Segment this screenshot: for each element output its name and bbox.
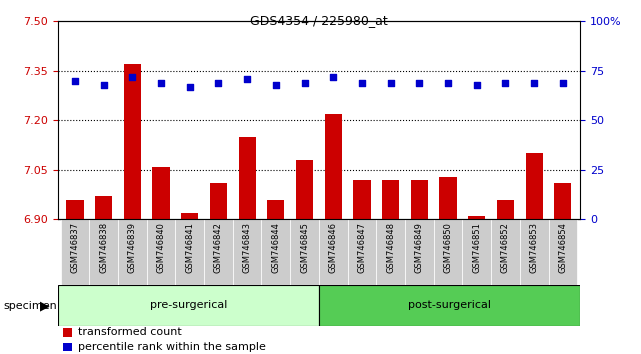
Bar (118, 219, 147, 287)
Text: pre-surgerical: pre-surgerical (149, 300, 227, 310)
Bar (440, 177, 456, 219)
Point (472, 82, 482, 87)
Point (127, 74, 137, 80)
Bar (204, 219, 233, 287)
Point (414, 80, 424, 86)
Text: GSM746851: GSM746851 (472, 222, 481, 273)
Bar (319, 219, 347, 287)
Bar (347, 219, 376, 287)
Text: transformed count: transformed count (78, 327, 181, 337)
Bar (63, 328, 72, 337)
Bar (376, 219, 405, 287)
Text: GSM746852: GSM746852 (501, 222, 510, 273)
Text: GSM746847: GSM746847 (358, 222, 367, 273)
Bar (526, 153, 543, 219)
Point (385, 80, 395, 86)
Text: GSM746844: GSM746844 (271, 222, 280, 273)
Text: GSM746853: GSM746853 (529, 222, 538, 273)
Point (443, 80, 453, 86)
Bar (554, 183, 572, 219)
Text: GSM746849: GSM746849 (415, 222, 424, 273)
Bar (238, 137, 256, 219)
Point (213, 80, 224, 86)
Text: GSM746838: GSM746838 (99, 222, 108, 273)
Bar (124, 64, 141, 219)
Point (529, 80, 539, 86)
Bar (468, 216, 485, 219)
Point (357, 80, 367, 86)
Bar (462, 219, 491, 287)
Bar (176, 219, 204, 287)
Bar (434, 219, 462, 287)
Bar (60, 219, 89, 287)
Text: GSM746846: GSM746846 (329, 222, 338, 273)
Text: ▶: ▶ (40, 300, 49, 313)
Point (558, 80, 568, 86)
Text: percentile rank within the sample: percentile rank within the sample (78, 342, 265, 352)
Text: GSM746842: GSM746842 (214, 222, 223, 273)
Text: GSM746850: GSM746850 (444, 222, 453, 273)
Point (328, 74, 338, 80)
Bar (181, 213, 198, 219)
Bar (147, 219, 176, 287)
Point (156, 80, 166, 86)
Point (271, 82, 281, 87)
Bar (58, 285, 319, 326)
Bar (210, 183, 227, 219)
Text: GDS4354 / 225980_at: GDS4354 / 225980_at (250, 14, 388, 27)
Text: GSM746841: GSM746841 (185, 222, 194, 273)
Bar (319, 285, 580, 326)
Bar (63, 343, 72, 351)
Point (501, 80, 511, 86)
Point (242, 76, 253, 81)
Text: GSM746837: GSM746837 (71, 222, 79, 273)
Bar (95, 196, 112, 219)
Bar (520, 219, 549, 287)
Bar (382, 180, 399, 219)
Bar (66, 200, 83, 219)
Point (99, 82, 109, 87)
Bar (296, 160, 313, 219)
Text: specimen: specimen (3, 301, 57, 311)
Text: GSM746843: GSM746843 (243, 222, 252, 273)
Bar (153, 167, 170, 219)
Text: GSM746845: GSM746845 (300, 222, 309, 273)
Text: GSM746840: GSM746840 (156, 222, 165, 273)
Bar (290, 219, 319, 287)
Bar (549, 219, 578, 287)
Bar (411, 180, 428, 219)
Bar (267, 200, 285, 219)
Bar (405, 219, 434, 287)
Text: GSM746839: GSM746839 (128, 222, 137, 273)
Text: GSM746848: GSM746848 (386, 222, 395, 273)
Bar (491, 219, 520, 287)
Text: GSM746854: GSM746854 (558, 222, 567, 273)
Point (70, 78, 80, 84)
Point (299, 80, 310, 86)
Point (185, 84, 195, 90)
Bar (324, 114, 342, 219)
Bar (233, 219, 262, 287)
Bar (89, 219, 118, 287)
Text: post-surgerical: post-surgerical (408, 300, 491, 310)
Bar (262, 219, 290, 287)
Bar (497, 200, 514, 219)
Bar (353, 180, 370, 219)
